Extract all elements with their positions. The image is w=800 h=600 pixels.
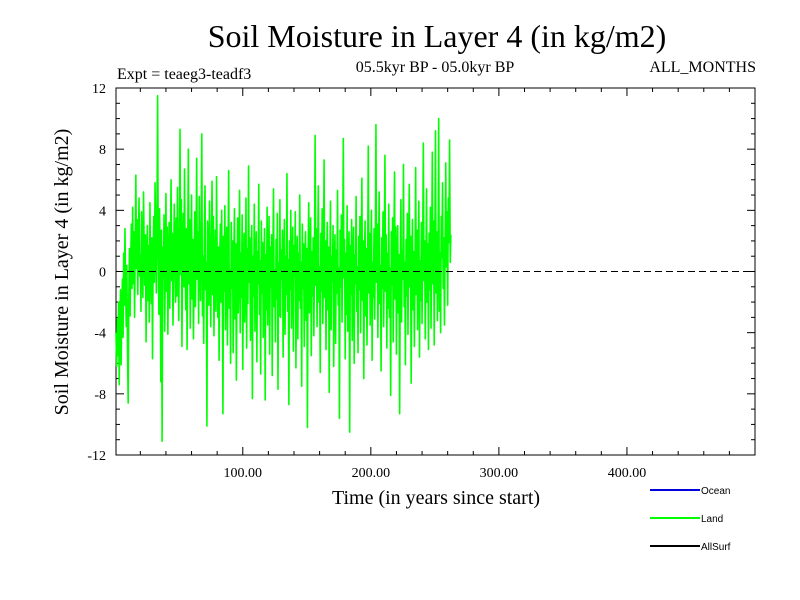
series-group [115,94,452,443]
plot-area: -12 -8 -4 0 4 8 12 100.00 200.00 300.00 400.00 [87,82,756,481]
x-tick-label: 100.00 [224,466,263,481]
series-line-land [115,94,452,443]
y-tick-label: -8 [94,388,106,403]
y-tick-label: 8 [99,143,106,158]
y-tick-label: -4 [94,327,106,342]
y-tick-label: -12 [87,449,106,464]
x-tick-label: 400.00 [608,466,647,481]
y-tick-label: 12 [92,82,106,97]
x-tick-label: 200.00 [352,466,391,481]
x-tick-label: 300.00 [480,466,519,481]
chart-subtitle-center: 05.5kyr BP - 05.0kyr BP [356,59,515,76]
chart-subtitle-right: ALL_MONTHS [649,59,756,76]
chart-subtitle-left: Expt = teaeg3-teadf3 [117,66,251,83]
y-axis-label: Soil Moisture in Layer 4 (in kg/m2) [51,129,73,416]
legend: Ocean Land AllSurf [650,486,731,553]
x-axis-label: Time (in years since start) [332,487,540,509]
legend-label-allsurf: AllSurf [701,542,731,553]
chart-title: Soil Moisture in Layer 4 (in kg/m2) [208,18,667,54]
y-tick-label: 4 [99,204,106,219]
legend-label-land: Land [701,514,723,525]
legend-label-ocean: Ocean [701,486,730,497]
y-tick-label: 0 [99,266,106,281]
x-axis: 100.00 200.00 300.00 400.00 [139,88,730,481]
